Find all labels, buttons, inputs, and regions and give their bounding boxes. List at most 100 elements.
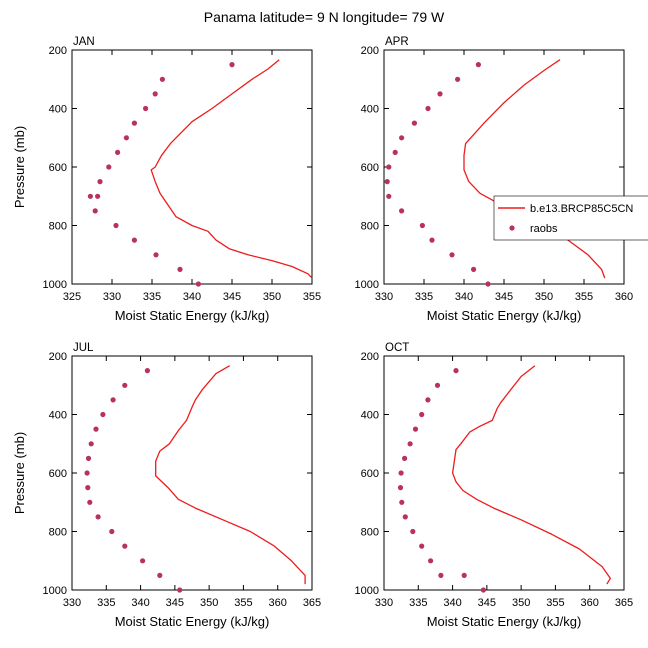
obs-point [195,281,201,287]
x-tick-label: 330 [375,291,393,303]
series-line-model [155,365,306,585]
x-tick-label: 350 [263,291,281,303]
panel-jul: 330 335 340 345 350 355 360 365 200 400 600 800 1000… [12,342,321,629]
x-tick-label: 330 [103,291,121,303]
x-axis-label: Moist Static Energy (kJ/kg) [115,308,270,323]
panel-apr: 330 335 340 345 350 355 360 200 400 600 800 1000 APR… [355,36,634,323]
obs-point [85,455,92,461]
obs-point [87,193,93,199]
obs-point [402,514,408,520]
plot-frame [71,355,313,591]
y-tick-label: 1000 [43,279,67,291]
obs-point [425,105,431,112]
legend-obs-label: raobs [530,223,558,235]
y-tick-label: 600 [361,162,379,174]
obs-point [95,193,101,199]
obs-point [153,252,159,258]
x-tick-label: 360 [581,597,599,609]
obs-point [399,499,405,505]
obs-point [143,105,149,112]
x-tick-label: 365 [615,597,633,609]
obs-point [122,382,128,388]
y-tick-label: 600 [49,468,67,480]
legend: b.e13.BRCP85C5CN raobs [493,195,648,241]
obs-point [412,426,419,432]
y-tick-label: 1000 [355,279,379,291]
legend-model-label: b.e13.BRCP85C5CN [530,203,633,215]
obs-point [386,164,392,170]
x-tick-label: 325 [63,291,81,303]
obs-point [437,91,443,97]
obs-point [419,411,425,418]
figure-title: Panama latitude= 9 N longitude= 79 W [204,9,445,25]
y-axis-label: Pressure (mb) [12,126,27,208]
panel-title: APR [385,36,409,48]
obs-point [93,426,99,432]
obs-point [88,441,94,447]
x-tick-label: 350 [535,291,553,303]
obs-point [410,528,416,535]
x-tick-label: 330 [63,597,81,609]
x-tick-label: 340 [131,597,149,609]
y-tick-label: 200 [361,45,379,57]
x-tick-label: 355 [575,291,593,303]
x-tick-label: 345 [495,291,513,303]
panel-title: OCT [385,342,409,354]
obs-point [177,266,183,272]
obs-point [480,587,486,593]
y-tick-label: 400 [49,410,67,422]
obs-point [485,281,491,287]
plot-frame [383,49,625,285]
obs-point [428,558,434,564]
obs-point [398,470,404,476]
y-axis-label: Pressure (mb) [12,432,27,514]
obs-point [434,382,441,388]
panel-title: JUL [73,342,94,354]
x-tick-label: 355 [546,597,564,609]
obs-point [152,91,158,97]
legend-box [493,195,648,241]
x-axis-label: Moist Static Energy (kJ/kg) [427,614,582,629]
x-axis-label: Moist Static Energy (kJ/kg) [115,614,270,629]
obs-point [229,62,235,68]
obs-point [453,368,459,374]
y-tick-label: 800 [49,221,67,233]
obs-point [157,572,163,579]
x-tick-label: 340 [443,597,461,609]
obs-point [109,528,115,535]
obs-point [392,149,398,155]
panel-title: JAN [73,36,95,48]
x-tick-label: 340 [183,291,201,303]
y-tick-label: 400 [49,104,67,116]
y-tick-label: 200 [49,351,67,363]
y-tick-label: 1000 [355,585,379,597]
obs-point [84,470,90,476]
obs-point [106,164,112,170]
obs-point [115,149,121,155]
obs-point [407,441,413,447]
obs-point [397,485,404,491]
panel-jan: 325 330 335 340 345 350 355 200 400 600 800 1000 JAN… [12,36,321,323]
x-tick-label: 365 [303,597,321,609]
x-tick-label: 360 [269,597,287,609]
x-tick-label: 335 [415,291,433,303]
obs-point [97,179,103,185]
obs-point [425,397,431,403]
obs-point [100,411,106,418]
x-tick-label: 345 [478,597,496,609]
obs-point [87,499,93,505]
x-tick-label: 340 [455,291,473,303]
series-line-model [463,59,606,279]
x-tick-label: 335 [97,597,115,609]
obs-point [399,135,405,141]
obs-point [95,514,101,520]
obs-point [140,558,146,564]
x-tick-label: 345 [223,291,241,303]
obs-point [92,208,98,214]
series-line-model [150,59,313,279]
obs-point [113,222,119,229]
x-tick-label: 330 [375,597,393,609]
obs-point [386,193,392,199]
obs-point [419,222,425,229]
